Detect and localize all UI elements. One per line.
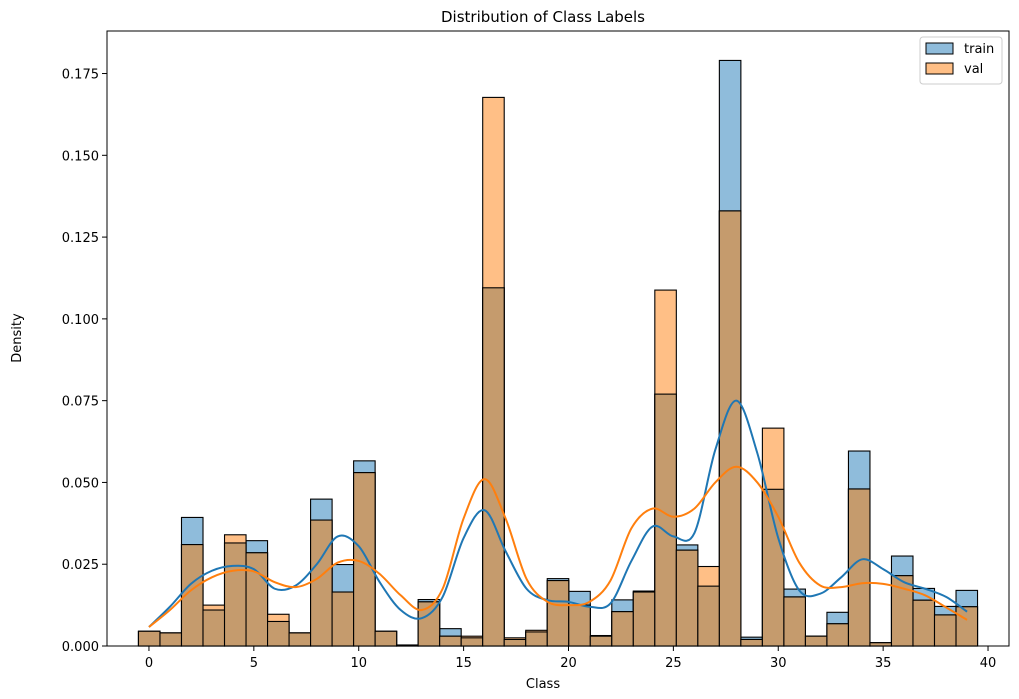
bar-overlap-25 <box>675 549 699 647</box>
bar-overlap-21 <box>589 635 613 647</box>
y-tick-label-0: 0.000 <box>62 640 99 655</box>
bar-overlap-11 <box>374 630 398 647</box>
bar-overlap-7 <box>288 632 312 647</box>
y-tick-label-3: 0.075 <box>62 395 99 410</box>
legend-swatch-val <box>925 62 954 75</box>
ticks: 0 5 10 15 20 25 30 35 40 0.000 0.025 0.050 0.075 0.10… <box>62 68 997 671</box>
bar-overlap-37 <box>933 614 957 647</box>
bar-overlap-30 <box>783 596 806 647</box>
bar-overlap-28 <box>740 638 763 647</box>
bar-overlap-4 <box>223 542 247 647</box>
bar-overlap-8 <box>310 519 333 647</box>
bar-overlap-18 <box>525 631 548 647</box>
bar-overlap-14 <box>439 635 462 647</box>
bar-overlap-36 <box>912 599 936 647</box>
axes <box>106 30 1010 647</box>
x-tick-label-7: 35 <box>875 656 892 671</box>
bar-overlap-17 <box>503 638 527 647</box>
y-tick-label-7: 0.175 <box>62 68 99 83</box>
bar-overlap-32 <box>826 623 849 647</box>
y-axis-label: Density <box>10 313 25 363</box>
bar-overlap-26 <box>697 585 720 647</box>
bar-overlap-23 <box>632 591 656 647</box>
legend-label-train: train <box>964 42 994 57</box>
y-tick-label-1: 0.025 <box>62 558 99 573</box>
bar-overlap-22 <box>611 611 634 647</box>
y-tick-label-2: 0.050 <box>62 476 99 491</box>
bar-overlap-20 <box>568 604 591 647</box>
x-tick-label-6: 30 <box>770 656 787 671</box>
bar-overlap-29 <box>761 488 785 647</box>
bar-overlap-9 <box>331 591 355 647</box>
bar-overlap-31 <box>804 635 828 647</box>
y-tick-label-5: 0.125 <box>62 231 99 246</box>
bar-overlap-19 <box>546 580 570 647</box>
y-tick-label-6: 0.150 <box>62 149 99 164</box>
bar-overlap-10 <box>353 472 376 647</box>
legend-label-val: val <box>964 62 983 77</box>
x-tick-label-5: 25 <box>665 656 682 671</box>
x-axis-label: Class <box>526 677 560 692</box>
plot-frame <box>106 30 1010 647</box>
bar-overlap-15 <box>460 637 484 647</box>
legend: train val <box>919 36 1003 85</box>
bar-overlap-16 <box>482 287 505 647</box>
bar-overlap-0 <box>137 630 161 647</box>
bar-overlap-13 <box>417 601 441 647</box>
x-tick-label-1: 5 <box>250 656 258 671</box>
x-tick-label-0: 0 <box>145 656 153 671</box>
x-tick-label-8: 40 <box>980 656 997 671</box>
kde-curves <box>148 399 968 628</box>
bar-overlap-24 <box>654 393 677 647</box>
legend-swatch-train <box>925 42 954 55</box>
x-tick-label-4: 20 <box>560 656 577 671</box>
y-tick-label-4: 0.100 <box>62 313 99 328</box>
kde-val-line <box>148 465 968 628</box>
bar-overlap-38 <box>955 606 979 647</box>
chart-title: Distribution of Class Labels <box>441 8 645 26</box>
bar-overlap-6 <box>267 620 290 647</box>
x-tick-label-3: 15 <box>455 656 472 671</box>
bar-overlap-3 <box>202 609 226 647</box>
x-tick-label-2: 10 <box>350 656 367 671</box>
bar-overlap-1 <box>159 632 183 647</box>
